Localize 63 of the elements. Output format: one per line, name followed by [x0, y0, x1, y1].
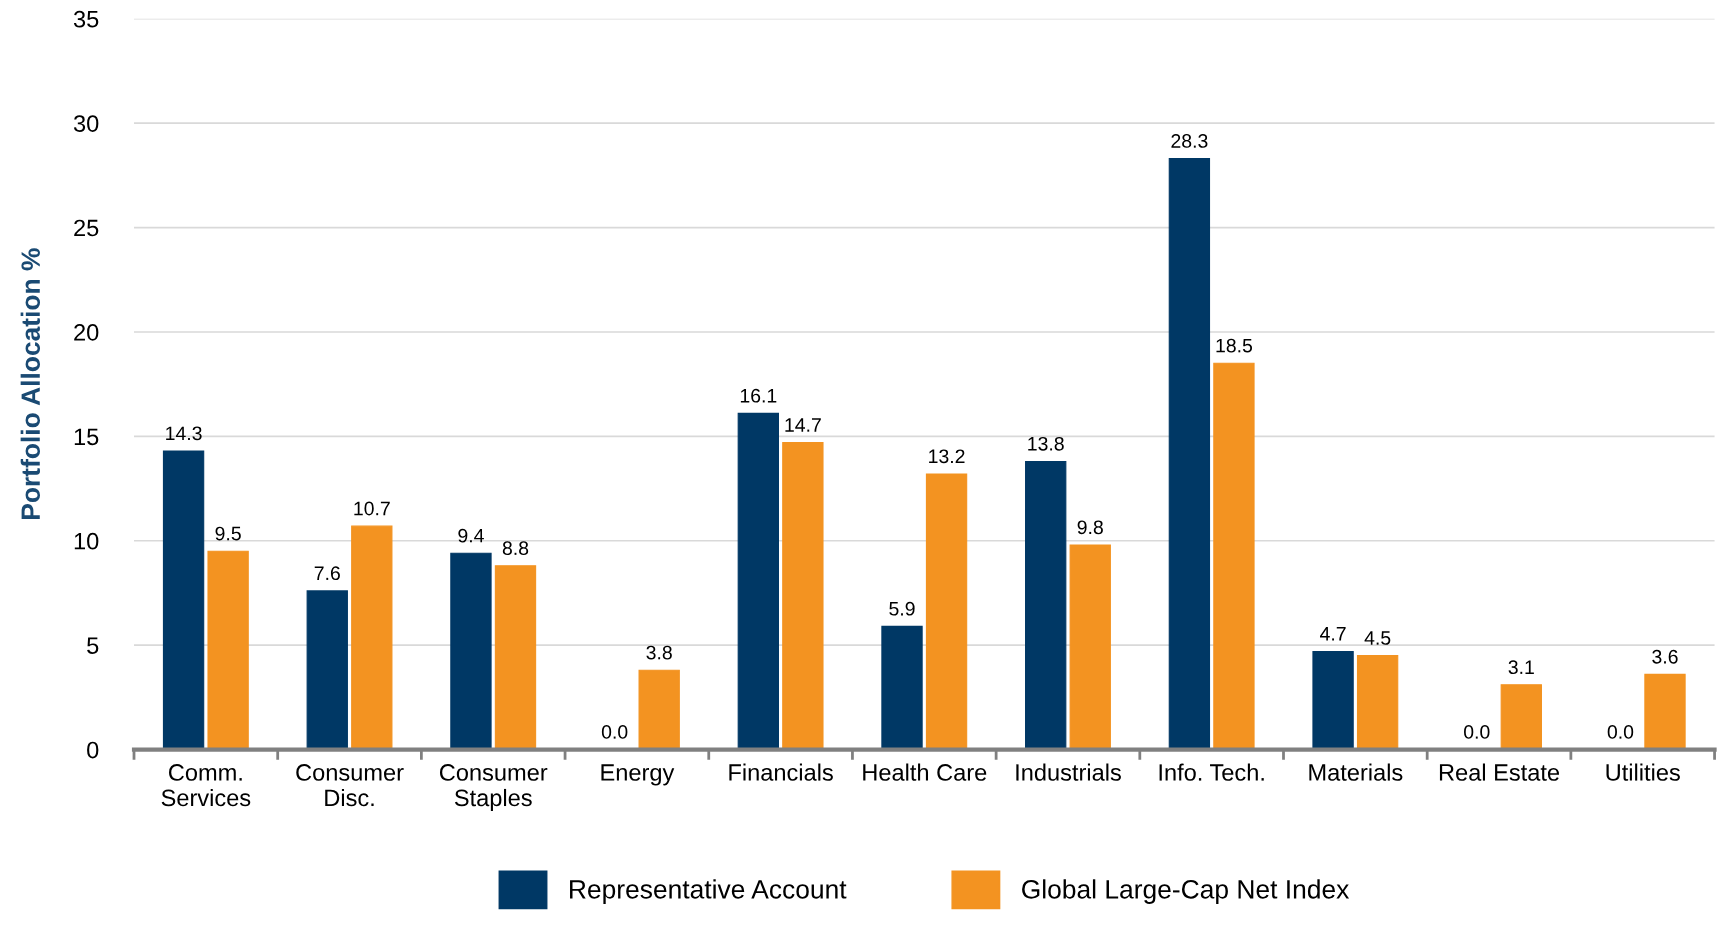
data-label: 9.5	[215, 526, 241, 541]
x-tick-label: Industrials	[1016, 763, 1121, 781]
bar	[1312, 650, 1354, 750]
bar	[351, 525, 393, 750]
bar	[782, 442, 824, 750]
data-label: 9.4	[458, 528, 484, 543]
bar	[494, 565, 537, 750]
bar	[925, 473, 968, 750]
bar	[1025, 460, 1067, 750]
y-tick-label: 25	[74, 219, 99, 237]
data-label: 7.6	[314, 566, 340, 581]
x-tick-label: Real Estate	[1439, 763, 1560, 781]
x-tick-label: Energy	[601, 764, 675, 786]
data-label: 18.5	[1216, 338, 1253, 353]
legend-label: Global Large-Cap Net Index	[1022, 879, 1350, 904]
y-tick-label: 30	[73, 115, 99, 132]
x-tick-label: Utilities	[1606, 763, 1680, 781]
y-tick-label: 5	[87, 637, 99, 654]
data-label: 3.8	[646, 645, 672, 660]
bar	[1500, 684, 1542, 750]
data-label: 13.2	[929, 449, 965, 464]
x-tick-label: Financials	[729, 763, 833, 781]
data-label: 4.7	[1320, 627, 1346, 641]
x-tick-label: Comm. Services	[161, 764, 251, 807]
bar	[1168, 158, 1211, 750]
y-tick-label: 0	[87, 741, 99, 759]
y-tick-label: 10	[74, 532, 99, 550]
data-label: 10.7	[354, 501, 390, 516]
y-axis-title: Portfolio Allocation %	[20, 248, 41, 519]
data-label: 0.0	[601, 725, 628, 739]
legend-label: Representative Account	[570, 879, 847, 904]
x-tick-label: Consumer Disc.	[296, 764, 404, 807]
data-label: 8.8	[502, 541, 529, 556]
bar	[638, 669, 680, 750]
data-label: 0.0	[1464, 725, 1490, 739]
bar	[1356, 655, 1399, 750]
bar	[306, 590, 348, 750]
y-tick-label: 20	[74, 324, 99, 341]
data-label: 14.3	[166, 426, 202, 441]
y-tick-label: 15	[74, 428, 99, 446]
bar	[881, 625, 923, 750]
bar	[162, 450, 205, 750]
bar	[1213, 362, 1255, 750]
data-label: 3.1	[1508, 660, 1534, 675]
data-label: 9.8	[1077, 520, 1103, 535]
x-tick-label: Materials	[1309, 763, 1403, 781]
data-label: 5.9	[889, 601, 915, 616]
bar	[737, 412, 779, 750]
data-label: 3.6	[1652, 649, 1678, 664]
x-tick-label: Consumer Staples	[439, 764, 548, 811]
x-tick-label: Info. Tech.	[1159, 763, 1264, 781]
data-label: 13.8	[1028, 436, 1064, 451]
data-label: 0.0	[1607, 725, 1634, 739]
data-label: 14.7	[785, 418, 821, 432]
bar	[1644, 673, 1686, 750]
bar	[207, 550, 249, 750]
data-label: 16.1	[740, 388, 777, 403]
x-tick-label: Health Care	[863, 763, 987, 781]
data-label: 4.5	[1364, 631, 1391, 645]
y-tick-label: 35	[73, 10, 99, 28]
bar	[450, 552, 492, 750]
data-label: 28.3	[1171, 134, 1208, 148]
bar	[1069, 544, 1111, 750]
